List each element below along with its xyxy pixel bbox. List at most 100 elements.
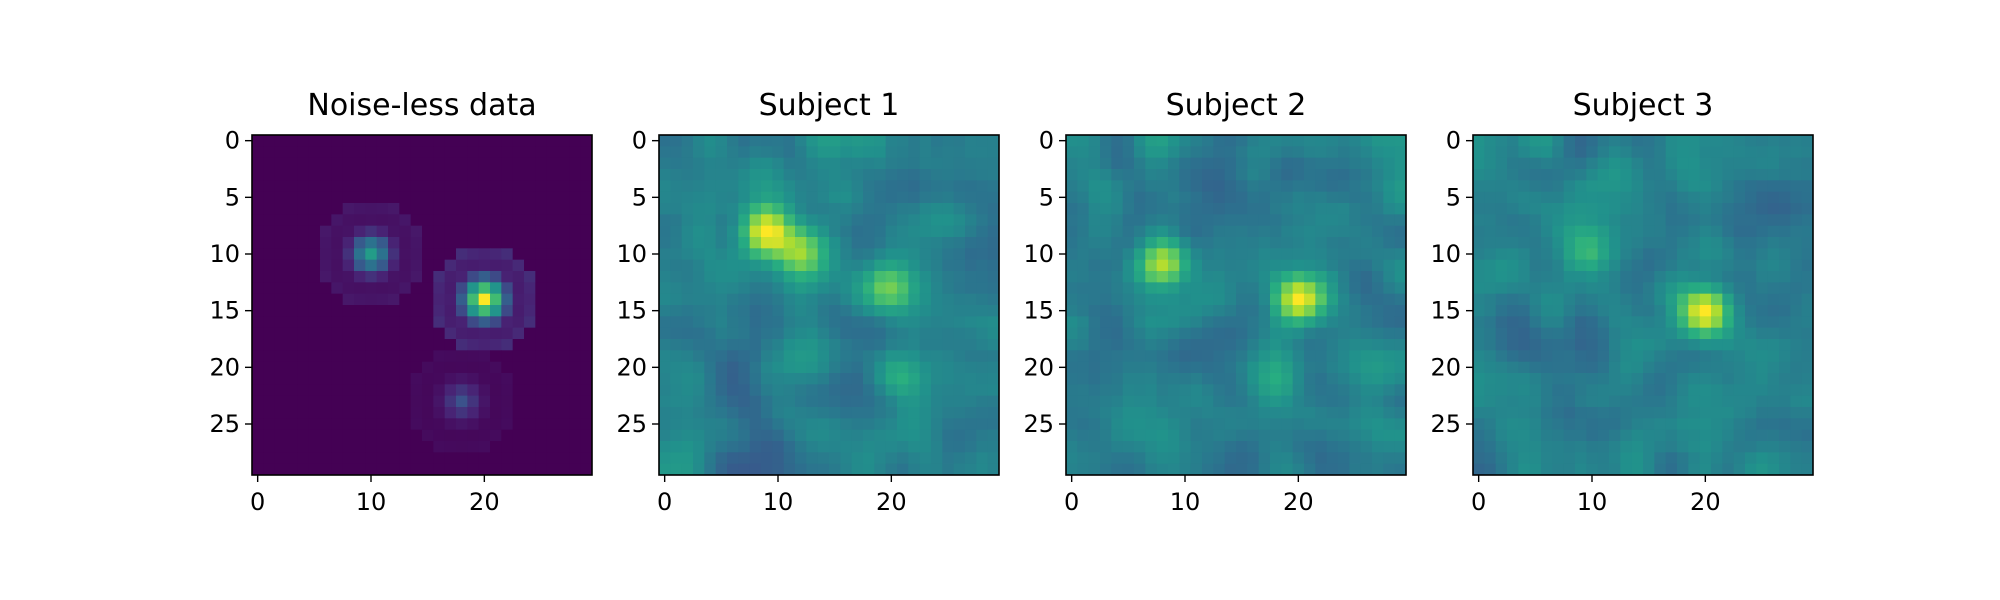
- heatmap-cell: [1654, 146, 1667, 159]
- heatmap-cell: [885, 361, 898, 374]
- heatmap-cell: [1767, 395, 1780, 408]
- heatmap-cell: [1529, 282, 1542, 295]
- heatmap-cell: [851, 373, 864, 385]
- heatmap-cell: [874, 441, 887, 453]
- heatmap-cell: [761, 282, 773, 295]
- heatmap-cell: [670, 225, 683, 238]
- heatmap-cell: [806, 248, 819, 261]
- heatmap-cell: [263, 452, 276, 465]
- heatmap-cell: [1394, 169, 1407, 181]
- heatmap-cell: [1779, 395, 1791, 408]
- heatmap-cell: [1190, 384, 1203, 397]
- heatmap-cell: [1360, 237, 1373, 249]
- heatmap-cell: [1473, 407, 1485, 419]
- heatmap-cell: [1281, 146, 1294, 159]
- heatmap-cell: [1326, 384, 1339, 397]
- heatmap-cell: [478, 146, 491, 159]
- heatmap-cell: [1541, 146, 1553, 159]
- heatmap-cell: [546, 463, 559, 476]
- heatmap-cell: [1790, 203, 1803, 215]
- heatmap-cell: [1077, 203, 1090, 215]
- heatmap-cell: [524, 361, 536, 374]
- heatmap-cell: [467, 339, 480, 351]
- heatmap-cell: [456, 327, 468, 340]
- heatmap-cell: [1609, 169, 1621, 181]
- heatmap-cell: [1688, 418, 1701, 431]
- heatmap-cell: [693, 214, 705, 227]
- heatmap-cell: [535, 214, 548, 227]
- heatmap-cell: [1779, 237, 1791, 249]
- heatmap-cell: [1722, 293, 1735, 306]
- heatmap-cell: [953, 169, 966, 181]
- heatmap-cell: [1179, 180, 1192, 193]
- heatmap-cell: [320, 259, 332, 272]
- heatmap-cell: [376, 350, 389, 363]
- heatmap-cell: [908, 259, 921, 272]
- heatmap-cell: [965, 339, 977, 351]
- heatmap-cell: [1677, 373, 1689, 385]
- heatmap-cell: [1236, 293, 1248, 306]
- heatmap-cell: [1224, 157, 1237, 170]
- heatmap-cell: [908, 305, 921, 317]
- heatmap-cell: [1156, 146, 1169, 159]
- heatmap-cell: [1779, 169, 1791, 181]
- heatmap-cell: [456, 146, 468, 159]
- heatmap-cell: [569, 350, 582, 363]
- heatmap-cell: [1179, 135, 1192, 147]
- heatmap-cell: [456, 157, 468, 170]
- heatmap-cell: [840, 429, 853, 442]
- heatmap-cell: [1168, 191, 1180, 204]
- y-tick-label: 15: [616, 297, 647, 325]
- heatmap-cell: [1575, 146, 1587, 159]
- heatmap-cell: [1575, 305, 1587, 317]
- heatmap-cell: [444, 169, 457, 181]
- heatmap-cell: [388, 282, 400, 295]
- heatmap-cell: [1518, 191, 1531, 204]
- heatmap-cell: [976, 418, 989, 431]
- heatmap-cell: [422, 441, 434, 453]
- heatmap-cell: [1315, 248, 1328, 261]
- heatmap-cell: [1484, 214, 1497, 227]
- heatmap-cell: [942, 180, 955, 193]
- heatmap-cell: [1507, 248, 1519, 261]
- heatmap-cell: [478, 373, 491, 385]
- heatmap-cell: [1326, 157, 1339, 170]
- heatmap-cell: [1292, 271, 1305, 283]
- heatmap-cell: [772, 214, 785, 227]
- heatmap-cell: [1360, 350, 1373, 363]
- heatmap-cell: [874, 429, 887, 442]
- heatmap-cell: [1202, 452, 1214, 465]
- heatmap-cell: [422, 395, 434, 408]
- heatmap-cell: [558, 282, 570, 295]
- heatmap-cell: [874, 191, 887, 204]
- heatmap-cell: [1790, 191, 1803, 204]
- heatmap-cell: [501, 373, 514, 385]
- heatmap-cell: [693, 180, 705, 193]
- heatmap-cell: [286, 350, 298, 363]
- heatmap-cell: [1100, 339, 1112, 351]
- heatmap-cell: [467, 259, 480, 272]
- heatmap-cell: [1383, 361, 1396, 374]
- heatmap-cell: [1767, 146, 1780, 159]
- heatmap-cell: [727, 271, 739, 283]
- heatmap-cell: [681, 248, 694, 261]
- heatmap-cell: [1507, 191, 1519, 204]
- heatmap-cell: [1563, 407, 1576, 419]
- heatmap-cell: [806, 384, 819, 397]
- heatmap-cell: [1529, 169, 1542, 181]
- heatmap-cell: [1066, 248, 1078, 261]
- heatmap-cell: [874, 373, 887, 385]
- heatmap-cell: [829, 316, 841, 329]
- heatmap-cell: [931, 418, 943, 431]
- heatmap-cell: [1236, 191, 1248, 204]
- heatmap-cell: [840, 384, 853, 397]
- heatmap-cell: [761, 463, 773, 476]
- heatmap-cell: [1790, 146, 1803, 159]
- heatmap-cell: [365, 429, 378, 442]
- heatmap-cell: [444, 361, 457, 374]
- heatmap-cell: [524, 157, 536, 170]
- heatmap-cell: [885, 259, 898, 272]
- heatmap-cell: [1156, 361, 1169, 374]
- heatmap-cell: [1643, 271, 1655, 283]
- heatmap-cell: [1338, 418, 1350, 431]
